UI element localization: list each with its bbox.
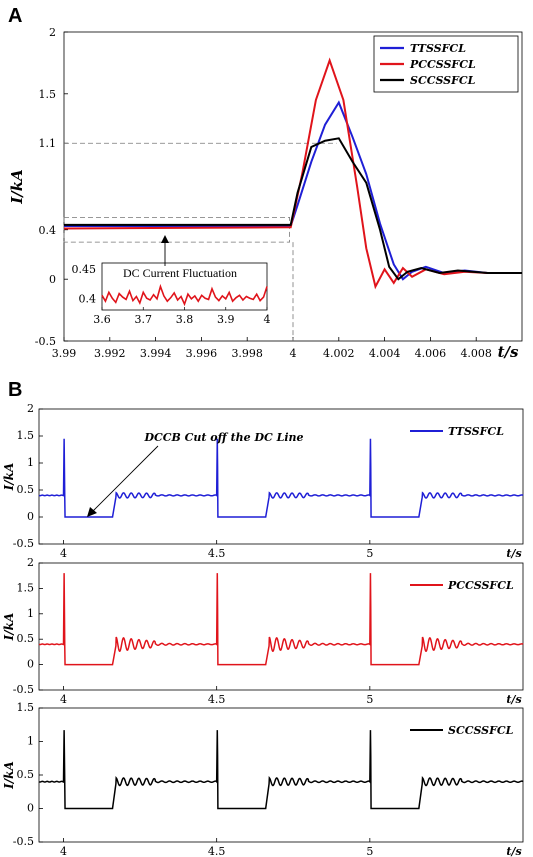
y-axis-label-b2: I/kA [2, 613, 16, 642]
x-tick-label-a: 3.998 [231, 347, 263, 360]
panel-b-letter: B [8, 379, 22, 401]
x-tick-label-a: 4.006 [415, 347, 447, 360]
legend-label-b1: TTSSFCL [448, 425, 504, 438]
x-tick-label-b3: 5 [366, 845, 373, 857]
panel-a-letter: A [8, 5, 22, 27]
x-tick-label-b2: 4.5 [208, 693, 226, 706]
y-tick-label-b1: 1.5 [17, 429, 35, 442]
x-axis-label-b3: t/s [506, 845, 521, 857]
y-tick-label-b2: 1 [27, 607, 34, 620]
y-tick-label-a: 1.1 [39, 137, 57, 150]
inset-arrow-head [161, 235, 169, 243]
x-tick-label-b3: 4 [60, 845, 67, 857]
y-tick-label-b1: 0.5 [17, 483, 35, 496]
y-tick-label-a: 0.4 [39, 224, 57, 237]
dccb-arrow-head [87, 507, 97, 517]
y-tick-label-b3: -0.5 [13, 835, 34, 848]
y-tick-label-b2: 0 [27, 658, 34, 671]
inset-annotation-label: DC Current Fluctuation [123, 266, 237, 280]
inset-x-tick-label: 3.6 [93, 313, 111, 326]
inset-x-tick-label: 3.7 [135, 313, 153, 326]
dccb-arrow-shaft [91, 445, 159, 513]
y-tick-label-b1: 0 [27, 510, 34, 523]
plots-layer: 3.99 3.992 3.994 3.996 3.998 4 4.002 4.004 4.006… [2, 26, 524, 857]
x-axis-label-b2: t/s [506, 693, 521, 706]
y-tick-label-b3: 1.5 [17, 701, 35, 714]
y-axis-label-b3: I/kA [2, 761, 16, 790]
plot-frame-b1 [38, 408, 524, 545]
dccb-annotation: DCCB Cut off the DC Line [143, 431, 303, 444]
series-line-b3-sccssfcl [38, 730, 524, 810]
x-tick-label-a: 3.996 [186, 347, 218, 360]
x-tick-label-b2: 5 [366, 693, 373, 706]
y-tick-label-b1: 1 [27, 456, 34, 469]
x-tick-label-b1: 4 [60, 547, 67, 560]
x-tick-label-b1: 5 [366, 547, 373, 560]
x-tick-label-a: 4.008 [460, 347, 492, 360]
x-tick-label-b3: 4.5 [208, 845, 226, 857]
inset-x-tick-label: 4 [264, 313, 271, 326]
y-tick-label-a: 1.5 [39, 88, 57, 101]
y-tick-label-b3: 1 [27, 735, 34, 748]
y-axis-label-a: I/kA [8, 169, 26, 205]
inset-y-tick-label: 0.45 [72, 263, 97, 276]
inset-y-tick-label: 0.4 [79, 292, 97, 305]
y-tick-label-b2: 2 [27, 556, 34, 569]
y-tick-label-b1: 2 [27, 402, 34, 415]
series-line-pccssfcl [63, 57, 522, 290]
y-tick-label-b1: -0.5 [13, 537, 34, 550]
y-tick-label-a: 0 [49, 273, 56, 286]
y-tick-label-b2: 0.5 [17, 632, 35, 645]
y-tick-label-a: 2 [49, 26, 56, 39]
x-tick-label-a: 3.992 [94, 347, 126, 360]
y-tick-label-b2: -0.5 [13, 683, 34, 696]
x-axis-label-a: t/s [498, 343, 519, 361]
inset-x-tick-label: 3.8 [176, 313, 194, 326]
x-tick-label-a: 4 [290, 347, 297, 360]
legend-label-ttssfcl: TTSSFCL [410, 42, 466, 55]
y-tick-label-b3: 0 [27, 802, 34, 815]
series-line-sccssfcl [64, 137, 522, 281]
y-axis-label-b1: I/kA [2, 463, 16, 492]
y-tick-label-b2: 1.5 [17, 581, 35, 594]
legend-label-b3: SCCSSFCL [448, 724, 514, 737]
series-line-b1-ttssfcl [38, 438, 524, 518]
legend-label-pccssfcl: PCCSSFCL [409, 58, 476, 71]
y-tick-label-a: -0.5 [35, 335, 56, 348]
x-tick-label-b2: 4 [60, 693, 67, 706]
x-axis-label-b1: t/s [506, 547, 521, 560]
x-tick-label-a: 3.994 [140, 347, 172, 360]
x-tick-label-a: 4.002 [323, 347, 355, 360]
legend-label-b2: PCCSSFCL [447, 579, 514, 592]
x-tick-label-a: 3.99 [52, 347, 77, 360]
x-tick-label-a: 4.004 [369, 347, 401, 360]
y-tick-label-b3: 0.5 [17, 768, 35, 781]
x-tick-label-b1: 4.5 [208, 547, 226, 560]
zoom-box [63, 216, 290, 243]
inset-x-tick-label: 3.9 [217, 313, 235, 326]
series-line-b2-pccssfcl [38, 573, 524, 666]
plot-frame-b2 [38, 562, 524, 691]
inset-series-line [101, 283, 268, 307]
legend-label-sccssfcl: SCCSSFCL [410, 74, 476, 87]
